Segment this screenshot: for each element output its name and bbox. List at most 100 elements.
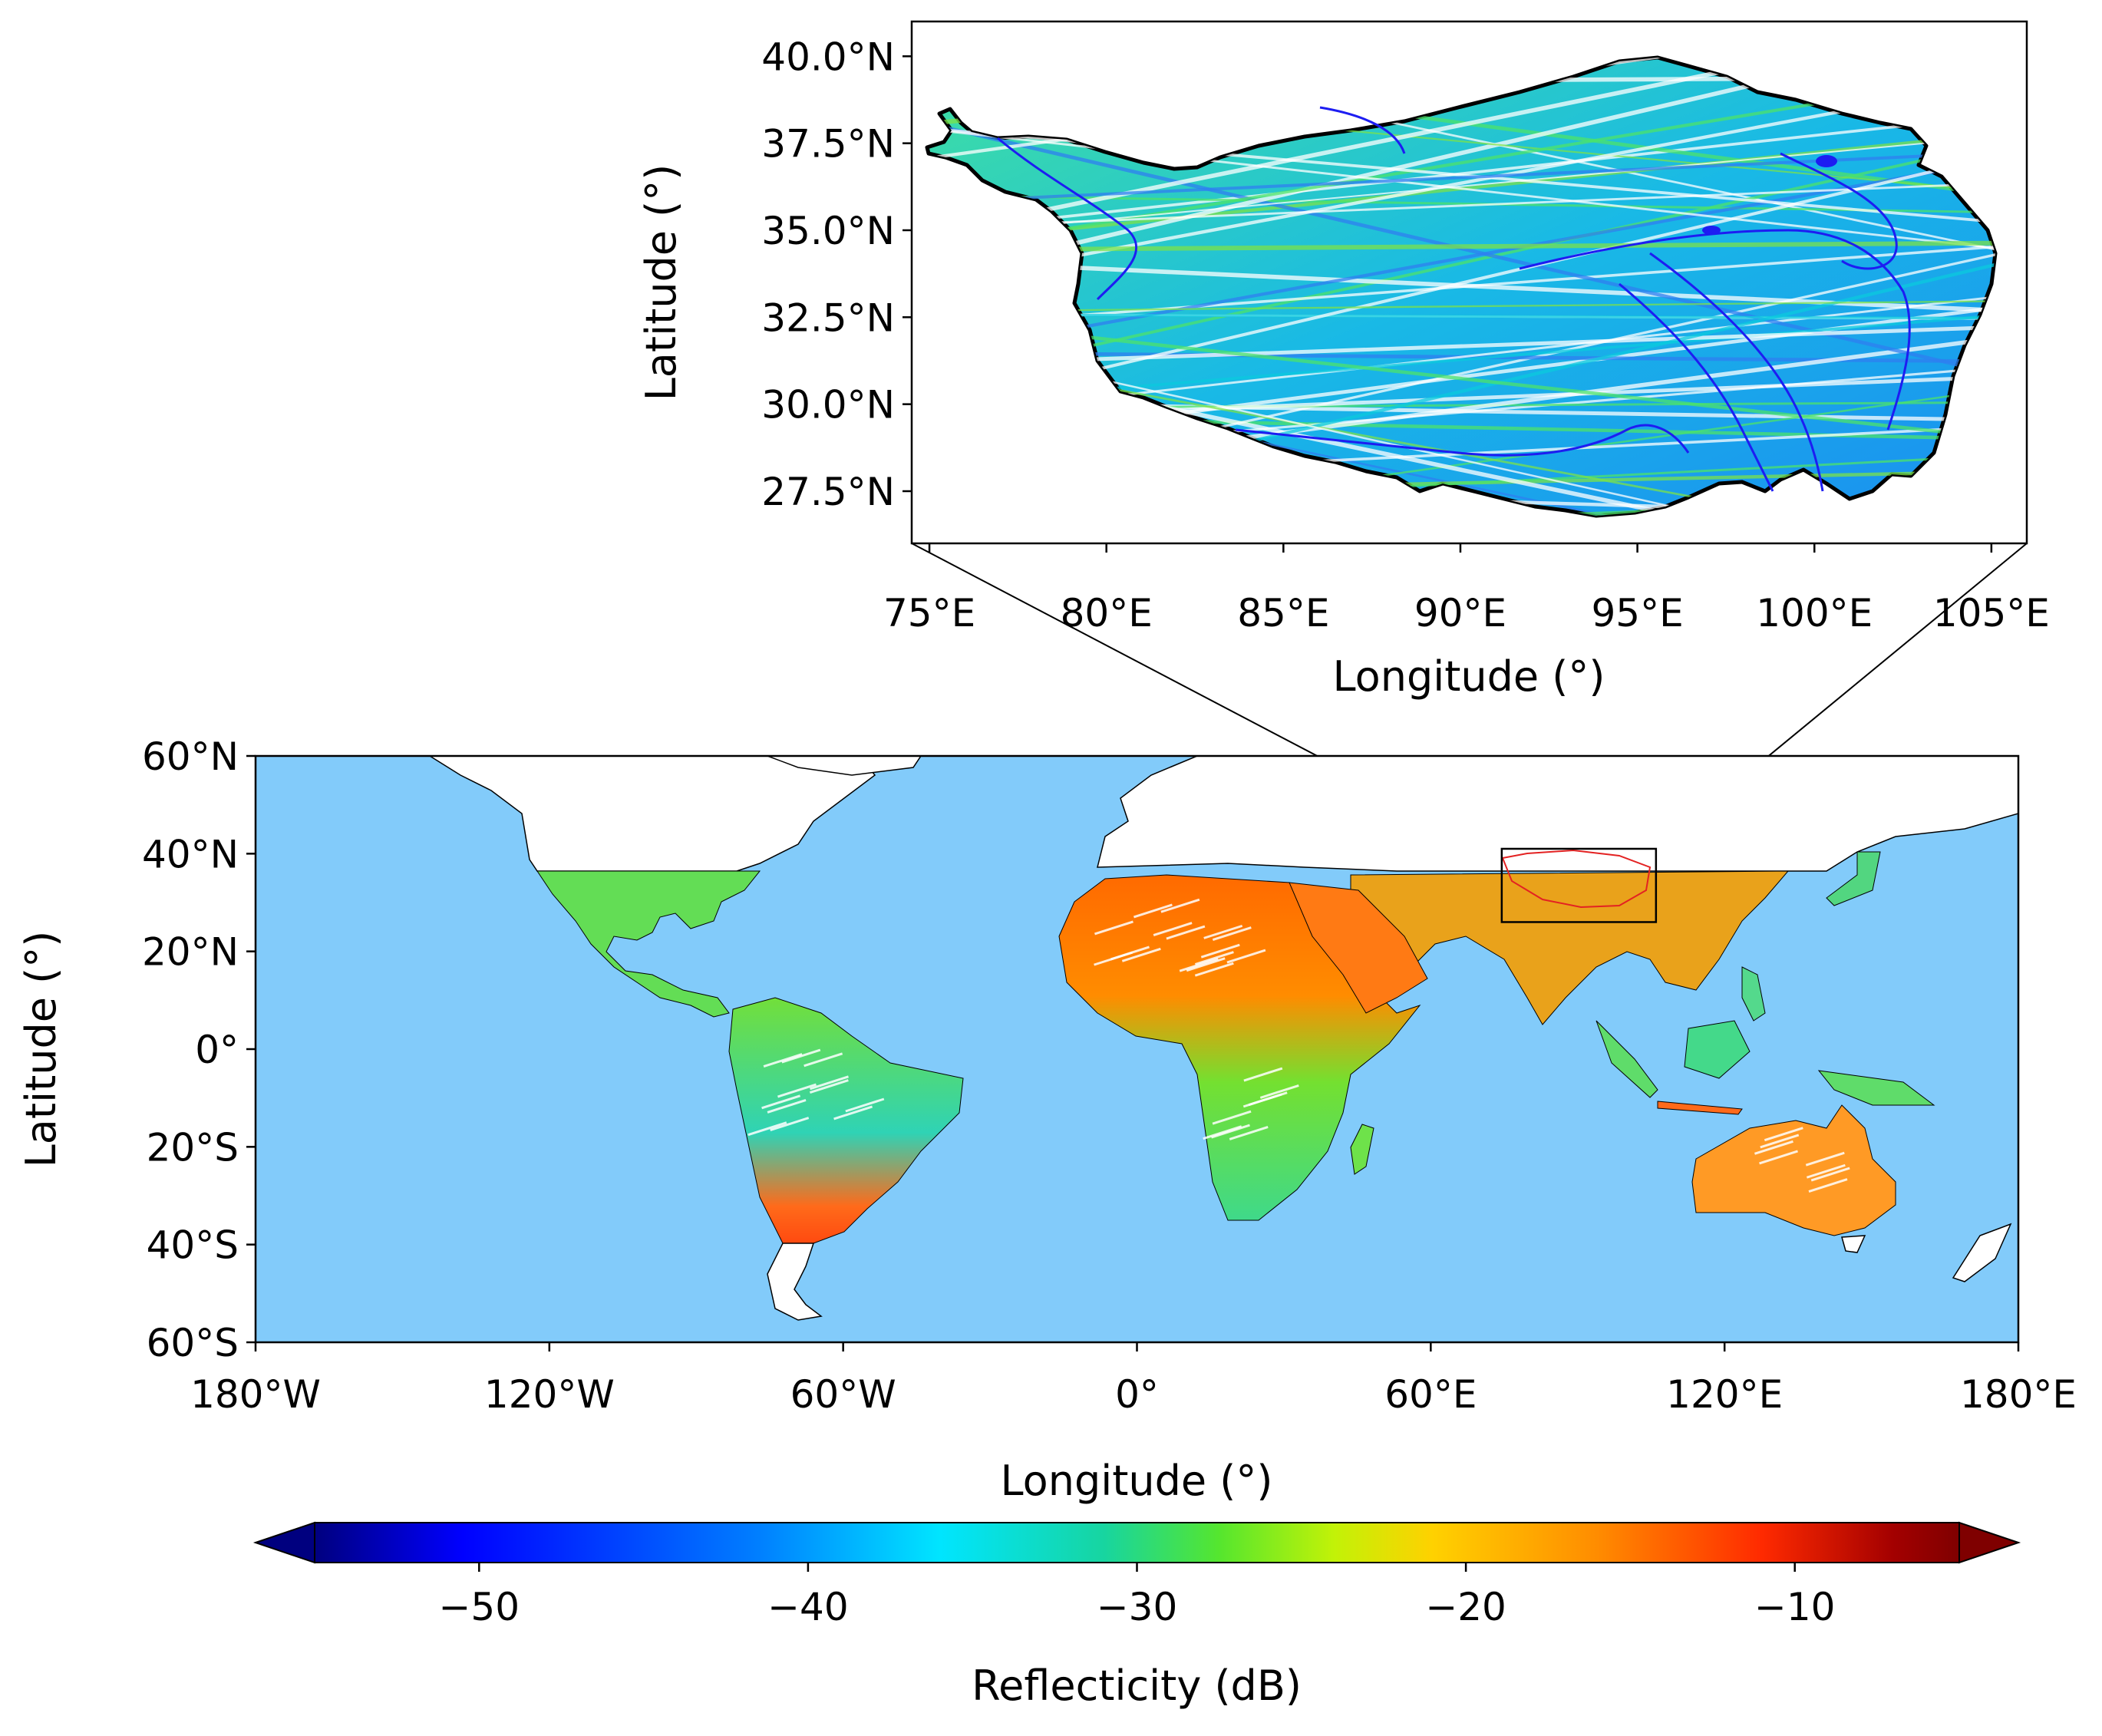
swath-line: [927, 150, 1995, 205]
global-x-tick-label: 0°: [1115, 1372, 1159, 1417]
global-map: 180°W 120°W 60°W 0° 60°E 120°E 180°E 60°N 40°N 2…: [17, 734, 2077, 1505]
inset-y-tick-label: 32.5°N: [761, 295, 895, 340]
swath-line: [927, 111, 1995, 235]
swath-gap: [767, 1098, 807, 1114]
swath-gap: [1759, 1150, 1798, 1165]
global-x-tick-label: 60°E: [1384, 1372, 1477, 1417]
swath-line: [927, 299, 1995, 313]
continents: [428, 756, 2018, 1321]
global-y-tick-label: 20°N: [142, 930, 239, 975]
colorbar-extend-max: [1958, 1521, 2021, 1564]
global-y-tick-label: 60°S: [147, 1321, 239, 1365]
swath-gap: [1248, 1091, 1288, 1107]
north-america-land: [428, 756, 876, 872]
swath-line: [927, 313, 1995, 320]
inset-y-tick-label: 27.5°N: [761, 470, 895, 514]
river-north: [1319, 106, 1406, 154]
river-yellow: [1780, 152, 1898, 270]
global-y-tick-label: 20°S: [147, 1125, 239, 1170]
swath-gap: [1133, 903, 1173, 919]
lake-qinghai: [1816, 155, 1837, 167]
swath-gap: [761, 1094, 801, 1110]
river-yangtze: [1519, 229, 1911, 431]
inset-map: 75°E 80°E 85°E 90°E 95°E 100°E 105°E 27.5°N 30.…: [637, 20, 2050, 701]
plateau-outline-global: [1501, 849, 1652, 909]
swath-gap: [1160, 898, 1200, 913]
swath-gap: [1229, 1126, 1269, 1140]
global-y-tick-label: 60°N: [142, 734, 239, 779]
swath-line: [927, 133, 1995, 239]
swath-gap: [1243, 1067, 1283, 1082]
swath-gap: [1764, 1127, 1803, 1142]
swath-line: [927, 135, 1995, 388]
inset-y-tick-label: 30.0°N: [761, 383, 895, 427]
global-swaths: [747, 898, 1850, 1193]
river-salween: [1619, 282, 1774, 492]
colorbar-tick-label: −40: [767, 1585, 849, 1629]
rivers: [997, 106, 1911, 492]
arabia-data: [1289, 882, 1428, 1014]
swath-gap: [1186, 957, 1226, 972]
swath-gap: [804, 1052, 843, 1068]
swath-gap: [1810, 1167, 1850, 1182]
swath-gap: [845, 1097, 885, 1113]
swath-gap: [1179, 957, 1219, 972]
swath-gap: [1259, 1084, 1299, 1099]
swath-gap: [1166, 925, 1206, 940]
swath-gap: [1203, 1125, 1242, 1140]
colorbar-tick-label: −20: [1425, 1585, 1506, 1629]
global-y-tick-label: 40°N: [142, 832, 239, 876]
madagascar: [1350, 1124, 1374, 1175]
global-xlabel: Longitude (°): [1001, 1457, 1273, 1505]
inset-y-tick-label: 35.0°N: [761, 209, 895, 253]
swath-gap: [1212, 926, 1252, 942]
inset-xlabel: Longitude (°): [1333, 652, 1605, 701]
inset-y-tick-label: 37.5°N: [761, 122, 895, 167]
swath-gap: [1226, 949, 1266, 964]
inset-y-tick-label: 40.0°N: [761, 35, 895, 79]
inset-x-tick-label: 100°E: [1756, 591, 1873, 635]
swath-gap: [1760, 1134, 1800, 1149]
colorbar-tick-label: −10: [1754, 1585, 1836, 1629]
river-west: [997, 137, 1138, 301]
greenland: [767, 756, 922, 776]
colorbar-extend-min: [252, 1521, 315, 1564]
swath-gap: [810, 1075, 849, 1091]
global-x-tick-label: 120°E: [1666, 1372, 1783, 1417]
swath-gap: [770, 1117, 810, 1132]
swath-line: [927, 324, 1995, 368]
borneo: [1684, 1020, 1751, 1079]
swath-line: [927, 129, 1995, 247]
river-brahmaputra: [1235, 424, 1690, 457]
inset-x-tick-label: 90°E: [1414, 591, 1506, 635]
inset-frame: [910, 20, 2028, 545]
swath-gap: [1754, 1140, 1793, 1155]
colorbar-tick-label: −50: [439, 1585, 520, 1629]
north-america-data: [536, 870, 761, 1018]
swath-gap: [1200, 943, 1240, 959]
australia-data: [1691, 1104, 1896, 1236]
swath-gap: [1211, 1124, 1250, 1139]
colorbar: −50 −40 −30 −20 −10 Reflecticity (dB): [252, 1521, 2021, 1710]
japan: [1826, 851, 1881, 906]
swath-gap: [1153, 922, 1193, 937]
swath-gap: [1805, 1151, 1845, 1167]
global-ylabel: Latitude (°): [17, 931, 65, 1168]
swath-line: [927, 240, 1995, 252]
swath-line: [927, 180, 1995, 230]
colorbar-label: Reflecticity (dB): [972, 1662, 1302, 1710]
inset-y-ticks: 27.5°N 30.0°N 32.5°N 35.0°N 37.5°N 40.0°N: [761, 35, 912, 514]
swath-gap: [1110, 946, 1150, 961]
philippines: [1741, 966, 1766, 1021]
swath-gap: [747, 1121, 787, 1137]
new-zealand: [1952, 1223, 2012, 1282]
inset-x-tick-label: 75°E: [883, 591, 975, 635]
new-guinea: [1817, 1070, 1935, 1106]
inset-x-tick-label: 80°E: [1061, 591, 1153, 635]
inset-x-tick-label: 95°E: [1591, 591, 1683, 635]
lake-nam-co: [1702, 226, 1721, 235]
swath-gap: [1194, 951, 1234, 965]
colorbar-ticks: −50 −40 −30 −20 −10: [439, 1563, 1836, 1629]
swath-gap: [763, 1053, 803, 1068]
swath-gap: [1094, 920, 1133, 936]
